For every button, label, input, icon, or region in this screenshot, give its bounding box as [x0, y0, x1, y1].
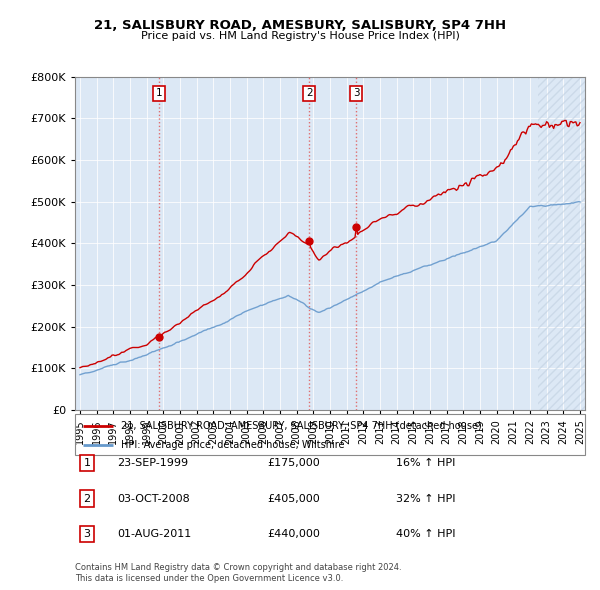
Text: 1: 1 [155, 88, 162, 99]
Text: 16% ↑ HPI: 16% ↑ HPI [396, 458, 455, 468]
Text: £175,000: £175,000 [267, 458, 320, 468]
Text: 32% ↑ HPI: 32% ↑ HPI [396, 494, 455, 503]
Text: £440,000: £440,000 [267, 529, 320, 539]
Text: 2: 2 [306, 88, 313, 99]
Text: 3: 3 [353, 88, 359, 99]
Text: £405,000: £405,000 [267, 494, 320, 503]
Text: 40% ↑ HPI: 40% ↑ HPI [396, 529, 455, 539]
Text: 1: 1 [83, 458, 91, 468]
Bar [538, 77, 585, 410]
Text: 23-SEP-1999: 23-SEP-1999 [117, 458, 188, 468]
Text: This data is licensed under the Open Government Licence v3.0.: This data is licensed under the Open Gov… [75, 574, 343, 583]
Text: 01-AUG-2011: 01-AUG-2011 [117, 529, 191, 539]
Text: 21, SALISBURY ROAD, AMESBURY, SALISBURY, SP4 7HH (detached house): 21, SALISBURY ROAD, AMESBURY, SALISBURY,… [121, 421, 482, 431]
Text: 03-OCT-2008: 03-OCT-2008 [117, 494, 190, 503]
Text: HPI: Average price, detached house, Wiltshire: HPI: Average price, detached house, Wilt… [121, 440, 344, 450]
Text: 3: 3 [83, 529, 91, 539]
Text: 21, SALISBURY ROAD, AMESBURY, SALISBURY, SP4 7HH: 21, SALISBURY ROAD, AMESBURY, SALISBURY,… [94, 19, 506, 32]
Bar [538, 77, 585, 410]
Text: 2: 2 [83, 494, 91, 503]
Text: Price paid vs. HM Land Registry's House Price Index (HPI): Price paid vs. HM Land Registry's House … [140, 31, 460, 41]
Text: Contains HM Land Registry data © Crown copyright and database right 2024.: Contains HM Land Registry data © Crown c… [75, 563, 401, 572]
